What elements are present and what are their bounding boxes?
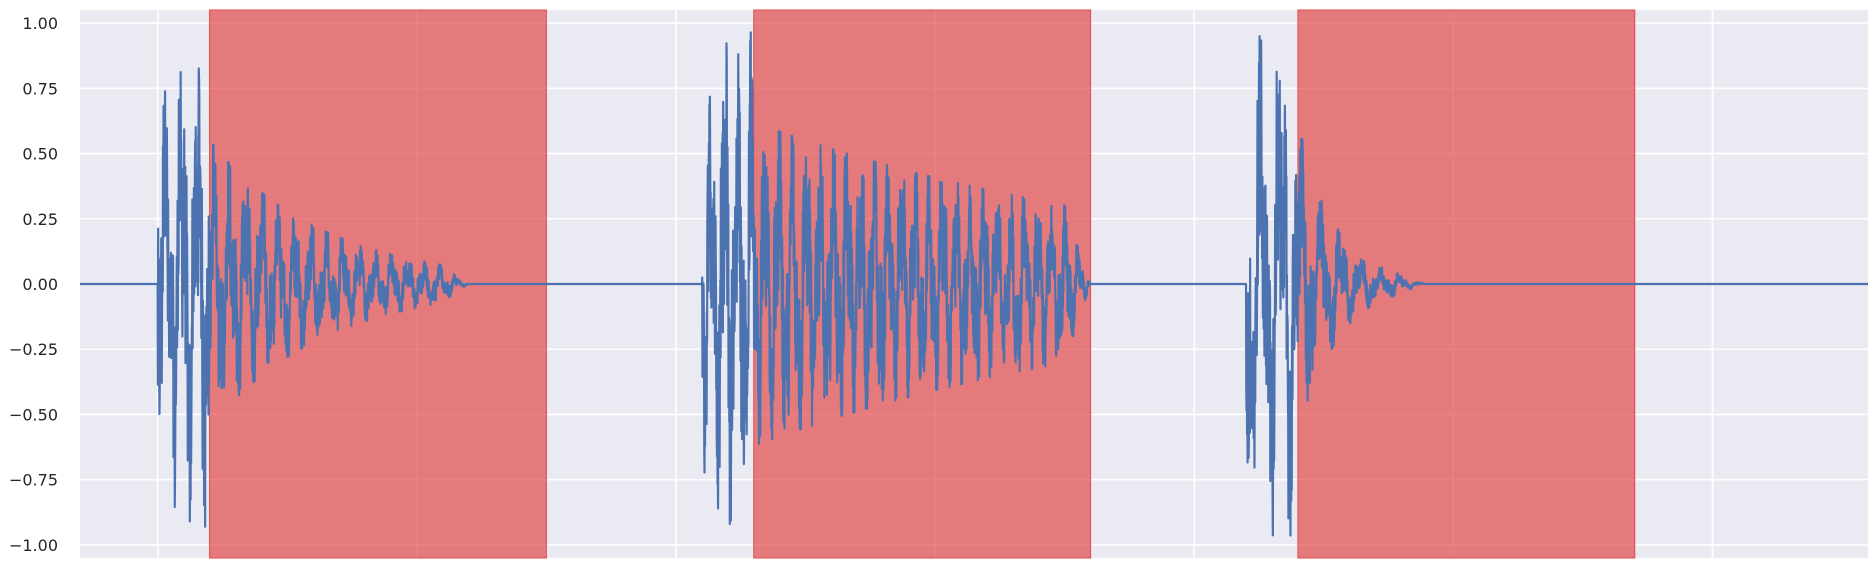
y-tick-label: 0.00	[22, 275, 58, 294]
y-tick-label: 0.75	[22, 79, 58, 98]
y-axis-tick-labels: 1.00 0.75 0.50 0.25 0.00 −0.25 −0.50 −0.75 −1.00	[9, 14, 58, 555]
y-tick-label: −0.25	[9, 340, 58, 359]
y-tick-label: 0.50	[22, 145, 58, 164]
y-tick-label: −0.75	[9, 471, 58, 490]
y-tick-label: 1.00	[22, 14, 58, 33]
y-tick-label: 0.25	[22, 210, 58, 229]
y-tick-label: −1.00	[9, 536, 58, 555]
waveform-line	[79, 31, 1868, 537]
y-tick-label: −0.50	[9, 405, 58, 424]
